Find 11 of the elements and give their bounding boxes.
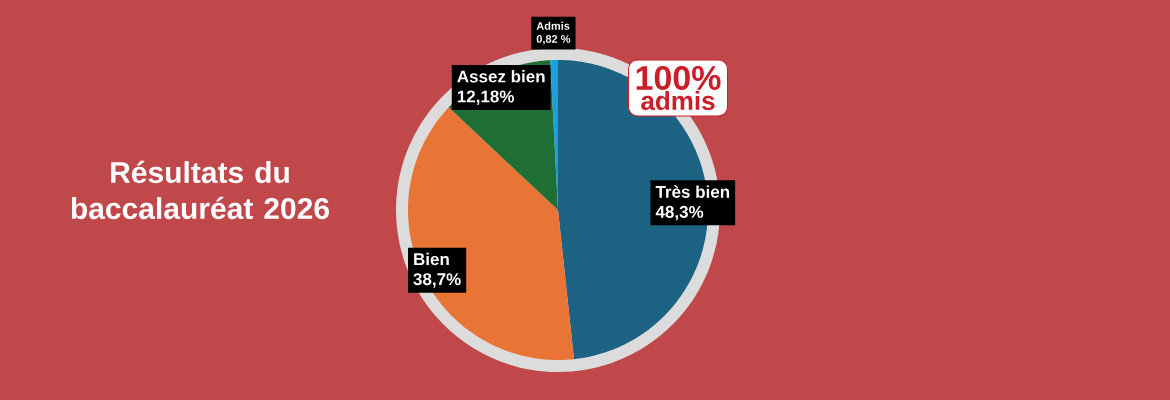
text: 100%: [636, 65, 721, 90]
data-label: 38,7%: [413, 273, 461, 288]
slice-label: Bien: [414, 252, 449, 266]
slice-label: Très bien: [655, 185, 730, 198]
slice-label: Assez bien: [457, 70, 545, 83]
text: admis: [641, 90, 715, 111]
data-label: 12,18%: [457, 90, 514, 105]
slice-label: Admis: [536, 21, 570, 30]
data-label: 0,82 %: [536, 35, 571, 45]
text: Résultats du baccalauréat 2026: [71, 160, 329, 220]
data-label: 48,3%: [655, 205, 704, 221]
